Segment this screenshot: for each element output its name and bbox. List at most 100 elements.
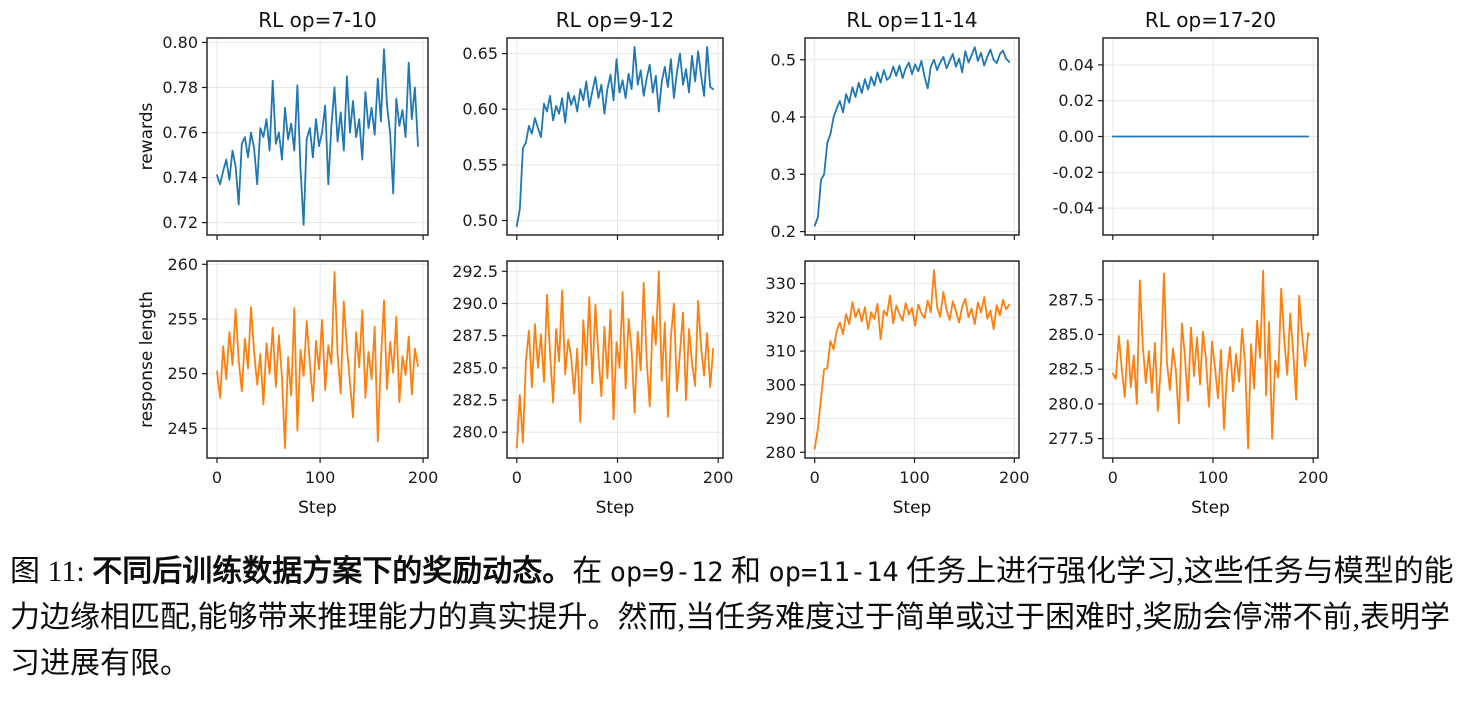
x-tick-label: 0 (1108, 468, 1118, 487)
subplot-rewards-op-7-10: 0.72 0.74 0.76 0.78 0.80 RL op=7-10 rewards (112, 4, 444, 254)
y-tick-label: 0.04 (1058, 55, 1094, 74)
y-tick-label: 285.0 (452, 358, 498, 377)
y-tick-label: 0.78 (162, 78, 198, 97)
x-tick-label: 0 (512, 468, 522, 487)
x-axis-label: Step (596, 498, 635, 518)
axes-frame (206, 37, 429, 236)
y-tick-label: 287.5 (1048, 290, 1094, 309)
chart-title: RL op=11-14 (846, 8, 977, 32)
subplot-response-length-op-11-14: 280 290 300 310 320 330 0 100 200 Step (710, 227, 1035, 545)
x-tick-label: 0 (212, 468, 222, 487)
y-tick-label: 0.60 (462, 100, 498, 119)
subplot-rewards-op-11-14: 0.2 0.3 0.4 0.5 RL op=11-14 (710, 4, 1035, 254)
y-tick-label: 0.76 (162, 123, 198, 142)
chart-canvas: -0.04 -0.02 0.00 0.02 0.04 RL op=17-20 (1053, 8, 1319, 240)
data-line (216, 48, 419, 226)
y-tick-label: 277.5 (1048, 429, 1094, 448)
axes-frame (506, 37, 724, 236)
y-tick-label: 245 (167, 419, 198, 438)
subplot-response-length-op-17-20: 277.5 280.0 282.5 285.0 287.5 0 100 200 Step (1008, 227, 1334, 545)
x-axis-label: Step (893, 498, 932, 518)
y-tick-label: 290.0 (452, 294, 498, 313)
x-tick-label: 200 (999, 468, 1030, 487)
axes-frame (1102, 260, 1319, 459)
subplot-rewards-op-9-12: 0.50 0.55 0.60 0.65 RL op=9-12 (412, 4, 739, 254)
chart-canvas: 0.72 0.74 0.76 0.78 0.80 RL op=7-10 rewards (137, 8, 429, 240)
y-tick-label: -0.04 (1053, 199, 1094, 218)
y-tick-label: 280.0 (1048, 394, 1094, 413)
caption-segment: 在 (572, 555, 610, 588)
data-line (515, 270, 715, 449)
caption-segment: op=9-12 (609, 557, 724, 588)
caption-segment: 任务上进行强化学习,这些任务与模型的能力边缘相匹配,能够带来推理能力的真实提升。… (10, 555, 1454, 680)
y-tick-label: 290 (765, 409, 796, 428)
y-tick-label: 282.5 (1048, 360, 1094, 379)
y-tick-label: 250 (167, 364, 198, 383)
y-tick-label: 310 (765, 342, 796, 361)
axes-frame (804, 260, 1020, 459)
data-line (813, 46, 1011, 227)
x-tick-label: 200 (703, 468, 734, 487)
y-tick-label: 287.5 (452, 326, 498, 345)
x-tick-label: 200 (408, 468, 439, 487)
chart-canvas: 0.50 0.55 0.60 0.65 RL op=9-12 (462, 8, 724, 240)
y-tick-label: 0.4 (771, 108, 796, 127)
chart-canvas: 245 250 255 260 0 100 200 Step response length (137, 255, 439, 518)
y-tick-label: 0.3 (771, 165, 796, 184)
x-tick-label: 100 (899, 468, 930, 487)
y-tick-label: 0.5 (771, 50, 796, 69)
x-tick-label: 100 (1198, 468, 1229, 487)
caption-segment: 图 11: (10, 555, 93, 588)
y-axis-label: rewards (137, 102, 157, 170)
caption-segment: 不同后训练数据方案下的奖励动态。 (92, 555, 573, 588)
x-tick-label: 100 (602, 468, 633, 487)
y-tick-label: 0.02 (1058, 91, 1094, 110)
data-line (216, 271, 419, 450)
x-tick-label: 200 (1298, 468, 1329, 487)
y-tick-label: 285.0 (1048, 325, 1094, 344)
y-tick-label: 0.2 (771, 222, 796, 241)
x-axis-label: Step (298, 498, 337, 518)
chart-canvas: 280.0 282.5 285.0 287.5 290.0 292.5 0 100 200 Ste… (452, 260, 734, 518)
data-line (813, 269, 1011, 450)
y-tick-label: -0.02 (1053, 163, 1094, 182)
y-tick-label: 300 (765, 375, 796, 394)
y-tick-label: 0.50 (462, 211, 498, 230)
y-tick-label: 282.5 (452, 391, 498, 410)
x-tick-label: 100 (305, 468, 336, 487)
figure-caption: 图 11: 不同后训练数据方案下的奖励动态。在 op=9-12 和 op=11-… (10, 549, 1466, 687)
y-tick-label: 0.72 (162, 213, 198, 232)
subplot-rewards-op-17-20: -0.04 -0.02 0.00 0.02 0.04 RL op=17-20 (1008, 4, 1334, 254)
y-tick-label: 292.5 (452, 262, 498, 281)
x-axis-label: Step (1191, 498, 1230, 518)
chart-canvas: 280 290 300 310 320 330 0 100 200 Step (765, 260, 1030, 518)
data-line (515, 46, 715, 228)
caption-segment: 和 (723, 555, 769, 588)
axes-frame (506, 260, 724, 459)
axes-frame (206, 260, 429, 459)
y-tick-label: 280 (765, 443, 796, 462)
axes-frame (804, 37, 1020, 236)
y-tick-label: 280.0 (452, 423, 498, 442)
data-line (1111, 269, 1310, 450)
y-tick-label: 0.55 (462, 155, 498, 174)
subplot-response-length-op-9-12: 280.0 282.5 285.0 287.5 290.0 292.5 0 100 200 Ste… (412, 227, 739, 545)
subplot-response-length-op-7-10: 245 250 255 260 0 100 200 Step response length (112, 227, 444, 545)
y-tick-label: 260 (167, 255, 198, 274)
y-tick-label: 0.80 (162, 33, 198, 52)
chart-canvas: 0.2 0.3 0.4 0.5 RL op=11-14 (771, 8, 1020, 241)
x-tick-label: 0 (810, 468, 820, 487)
y-tick-label: 255 (167, 310, 198, 329)
y-tick-label: 330 (765, 274, 796, 293)
chart-title: RL op=9-12 (556, 8, 674, 32)
caption-segment: op=11-14 (768, 557, 899, 588)
y-tick-label: 0.00 (1058, 127, 1094, 146)
y-tick-label: 0.74 (162, 168, 198, 187)
chart-canvas: 277.5 280.0 282.5 285.0 287.5 0 100 200 Step (1048, 260, 1329, 518)
chart-title: RL op=17-20 (1145, 8, 1276, 32)
y-axis-label: response length (137, 291, 157, 428)
chart-title: RL op=7-10 (258, 8, 376, 32)
y-tick-label: 0.65 (462, 44, 498, 63)
y-tick-label: 320 (765, 308, 796, 327)
